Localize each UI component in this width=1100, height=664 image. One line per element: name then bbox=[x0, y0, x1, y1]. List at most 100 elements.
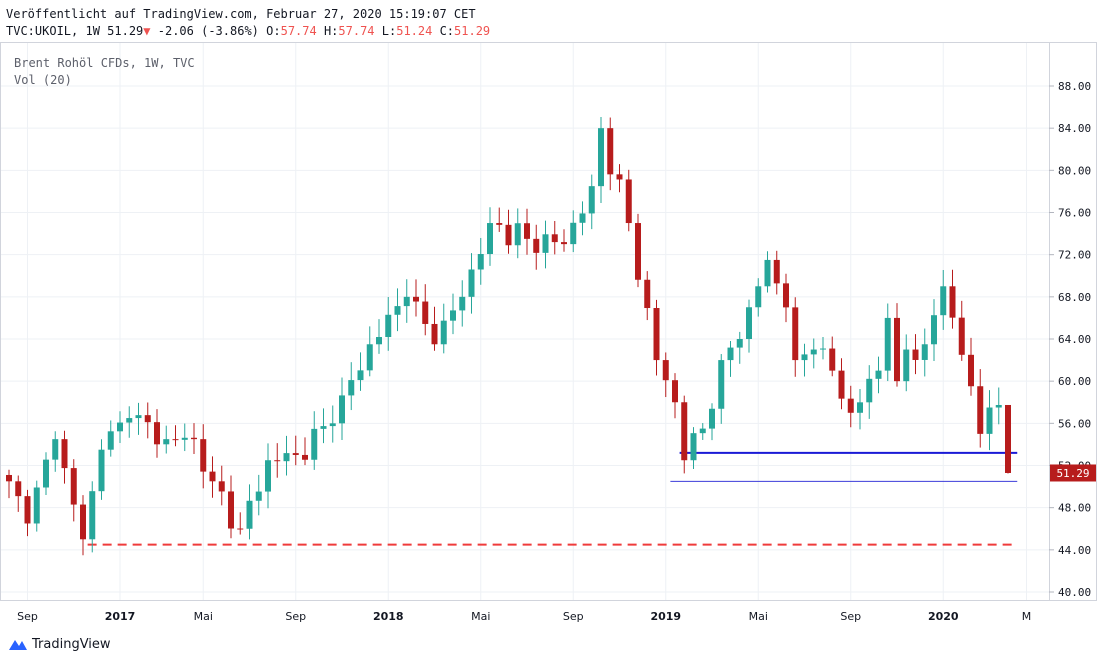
candle-body bbox=[477, 254, 484, 270]
candle-body bbox=[468, 269, 475, 297]
candle-body bbox=[755, 286, 762, 308]
time-tick-label: Sep bbox=[17, 610, 38, 623]
open-label: O: bbox=[266, 24, 281, 38]
candle-body bbox=[394, 306, 401, 315]
price-axis: 40.0044.0048.0052.0056.0060.0064.0068.00… bbox=[1049, 80, 1091, 599]
candle-body bbox=[43, 459, 49, 488]
candle-body bbox=[736, 339, 743, 348]
candle-body bbox=[884, 317, 891, 371]
price-tick-label: 60.00 bbox=[1058, 375, 1091, 388]
candle-body bbox=[459, 296, 466, 311]
close-value: 51.29 bbox=[454, 24, 491, 38]
candle-body bbox=[385, 314, 392, 338]
candle-body bbox=[246, 500, 253, 529]
candle-body bbox=[699, 428, 706, 434]
candle-body bbox=[348, 380, 355, 396]
candle-body bbox=[662, 360, 669, 381]
candle-body bbox=[838, 370, 845, 399]
candle-body bbox=[866, 378, 873, 403]
candle-body bbox=[727, 347, 734, 361]
tradingview-logo-icon bbox=[9, 640, 27, 650]
time-tick-label: Sep bbox=[840, 610, 861, 623]
candle-body bbox=[450, 310, 456, 321]
candle-body bbox=[376, 337, 382, 345]
candles bbox=[6, 117, 1011, 556]
candle-body bbox=[681, 402, 688, 461]
candle-body bbox=[191, 437, 197, 440]
price-tick-label: 84.00 bbox=[1058, 122, 1091, 135]
time-tick-label: 2017 bbox=[105, 610, 136, 623]
candle-body bbox=[514, 223, 521, 246]
price-tick-label: 56.00 bbox=[1058, 417, 1091, 430]
candle-body bbox=[644, 279, 651, 309]
candle-body bbox=[70, 468, 77, 505]
candle-body bbox=[847, 398, 854, 413]
candle-body bbox=[172, 439, 179, 441]
candle-body bbox=[616, 174, 623, 180]
candle-body bbox=[52, 439, 59, 460]
candle-body bbox=[339, 395, 345, 424]
candle-body bbox=[857, 402, 863, 413]
candle-body bbox=[773, 259, 780, 284]
candle-body bbox=[366, 344, 373, 371]
candle-body bbox=[829, 348, 836, 371]
candle-body bbox=[329, 423, 336, 427]
low-label: L: bbox=[381, 24, 397, 38]
close-label: C: bbox=[439, 24, 455, 38]
price-tick-label: 40.00 bbox=[1058, 586, 1091, 599]
price-tick-label: 80.00 bbox=[1058, 164, 1091, 177]
symbol-label: TVC:UKOIL, 1W bbox=[6, 24, 100, 38]
candle-body bbox=[209, 471, 216, 482]
candle-body bbox=[413, 296, 419, 302]
price-tick-label: 72.00 bbox=[1058, 249, 1091, 262]
candle-body bbox=[98, 449, 105, 492]
candle-body bbox=[709, 408, 715, 429]
candle-body bbox=[403, 296, 410, 307]
candle-body bbox=[283, 453, 290, 462]
candle-body bbox=[690, 433, 697, 461]
candle-body bbox=[505, 224, 512, 246]
time-axis: Sep 2017 Mai Sep 2018 Mai Sep 2019 Mai Sep 2020 M bbox=[17, 610, 1031, 623]
price-tick-label: 44.00 bbox=[1058, 544, 1091, 557]
candle-body bbox=[274, 460, 281, 462]
time-tick-label: M bbox=[1022, 610, 1032, 623]
candle-body bbox=[24, 496, 31, 524]
candle-body bbox=[524, 223, 530, 239]
candle-body bbox=[949, 286, 956, 318]
candle-body bbox=[117, 422, 123, 432]
candle-body bbox=[903, 349, 910, 382]
candle-body bbox=[33, 487, 40, 524]
candle-body bbox=[588, 186, 595, 214]
candle-body bbox=[792, 307, 799, 361]
candle-body bbox=[718, 360, 725, 409]
candle-body bbox=[431, 323, 438, 345]
last-price: 51.29 bbox=[107, 24, 144, 38]
candle-body bbox=[635, 223, 641, 280]
time-tick-label: 2020 bbox=[928, 610, 959, 623]
ohlc-header: TVC:UKOIL, 1W 51.29▼ -2.06 (-3.86%) O:57… bbox=[6, 24, 490, 38]
candle-body bbox=[653, 308, 660, 361]
candle-body bbox=[820, 348, 826, 350]
time-tick-label: Mai bbox=[749, 610, 768, 623]
time-tick-label: 2018 bbox=[373, 610, 404, 623]
candle-body bbox=[533, 238, 540, 253]
time-tick-label: Sep bbox=[285, 610, 306, 623]
candle-body bbox=[561, 242, 567, 245]
footer-brand[interactable]: TradingView bbox=[8, 636, 111, 652]
candle-body bbox=[218, 481, 225, 492]
candle-body bbox=[542, 234, 549, 253]
candle-body bbox=[810, 349, 817, 355]
candle-body bbox=[921, 344, 928, 360]
down-arrow-icon: ▼ bbox=[143, 24, 151, 38]
candle-body bbox=[986, 407, 993, 434]
low-value: 51.24 bbox=[396, 24, 433, 38]
candle-body bbox=[783, 283, 789, 308]
candle-body bbox=[931, 315, 937, 345]
plot-border bbox=[0, 42, 1097, 601]
candle-body bbox=[551, 234, 558, 243]
candle-body bbox=[894, 317, 900, 382]
candle-body bbox=[357, 370, 364, 381]
candle-body bbox=[440, 320, 447, 345]
candle-body bbox=[61, 439, 68, 469]
